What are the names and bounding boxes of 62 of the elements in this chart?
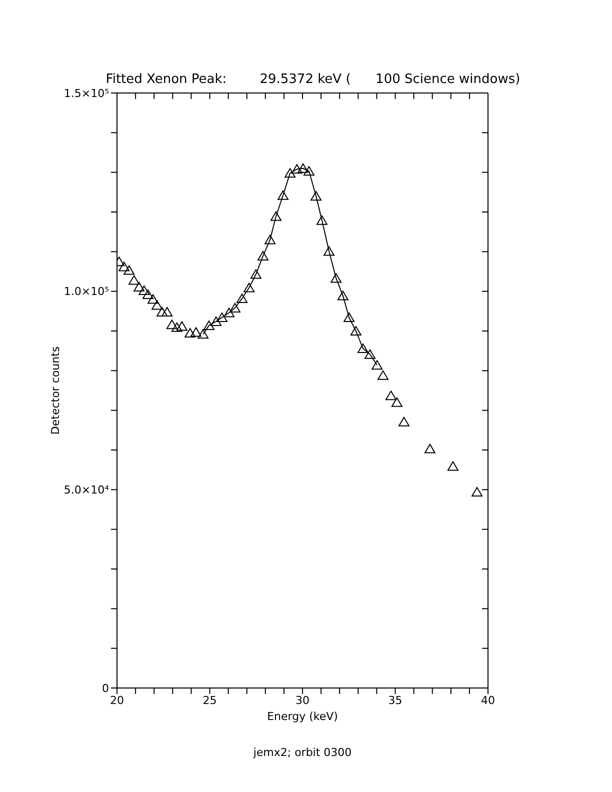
point — [138, 286, 150, 296]
point — [357, 343, 368, 353]
y-tick-label: 1.5×10⁵ — [64, 86, 109, 100]
point — [344, 312, 355, 322]
y-tick-label: 1.0×10⁵ — [64, 285, 109, 298]
x-tick-label: 25 — [202, 694, 217, 707]
y-tick-label: 0 — [102, 682, 109, 695]
point — [330, 273, 342, 283]
point — [236, 293, 248, 303]
point — [316, 215, 328, 225]
point — [264, 234, 276, 244]
x-tick-label: 40 — [481, 694, 495, 707]
point — [324, 246, 335, 256]
x-tick-label: 20 — [110, 694, 124, 707]
point — [350, 326, 362, 336]
point — [162, 306, 173, 316]
x-tick-label: 35 — [388, 694, 402, 707]
y-tick-label: 5.0×10⁴ — [64, 484, 110, 497]
point — [147, 294, 158, 304]
point — [224, 308, 235, 318]
point — [118, 262, 130, 272]
y-axis-title: Detector counts — [48, 346, 62, 435]
point — [210, 316, 222, 326]
point — [337, 290, 348, 300]
point — [190, 327, 202, 337]
point — [472, 487, 483, 497]
point — [166, 320, 178, 330]
point — [447, 461, 458, 471]
point — [424, 444, 436, 454]
point — [298, 163, 309, 173]
point — [204, 320, 215, 330]
point — [250, 269, 262, 279]
point — [372, 360, 383, 370]
chart-title: Fitted Xenon Peak: 29.5372 keV ( 100 Science windows) — [104, 72, 522, 87]
point — [229, 302, 240, 312]
point — [398, 416, 410, 426]
point — [303, 166, 314, 176]
point — [244, 282, 255, 292]
point — [291, 164, 302, 174]
x-axis-title: Energy (keV) — [267, 710, 338, 723]
point — [156, 306, 168, 316]
point — [124, 265, 135, 275]
point — [142, 290, 154, 300]
point — [378, 370, 389, 380]
x-tick-label: 30 — [296, 694, 310, 707]
text: jemx2; orbit 0300 — [252, 746, 353, 759]
point — [270, 211, 282, 221]
point — [257, 251, 268, 261]
point — [284, 168, 296, 178]
point — [184, 328, 196, 338]
point — [391, 397, 402, 407]
point — [364, 349, 376, 359]
point — [171, 322, 182, 332]
point — [278, 190, 289, 200]
point — [216, 312, 228, 322]
point — [310, 191, 322, 201]
point — [128, 275, 140, 285]
point — [176, 321, 188, 331]
point — [198, 329, 209, 339]
point — [134, 282, 145, 292]
point — [385, 390, 396, 400]
point — [152, 300, 163, 310]
